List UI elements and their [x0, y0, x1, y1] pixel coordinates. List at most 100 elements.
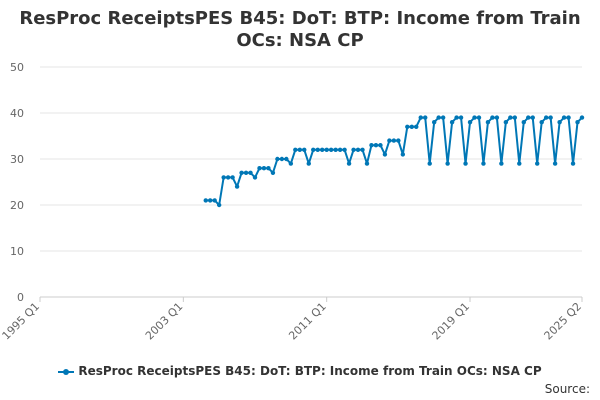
data-point — [333, 147, 338, 152]
data-point — [203, 198, 208, 203]
data-point — [275, 156, 280, 162]
data-point — [239, 170, 244, 175]
data-point — [458, 115, 464, 120]
data-point — [579, 115, 585, 120]
data-point — [382, 152, 388, 157]
data-point — [346, 161, 352, 166]
data-point — [288, 161, 294, 166]
data-point — [261, 166, 267, 171]
legend-series-label: ResProc ReceiptsPES B45: DoT: BTP: Incom… — [78, 364, 542, 378]
data-point — [208, 198, 213, 203]
data-point — [418, 115, 423, 120]
y-tick-label: 30 — [10, 153, 24, 166]
legend-series-swatch — [58, 368, 75, 375]
chart-title-line-2: OCs: NSA CP — [236, 30, 364, 51]
data-point — [517, 161, 522, 166]
y-tick-label: 10 — [10, 245, 24, 258]
data-point — [230, 175, 235, 180]
series-group — [203, 115, 585, 208]
data-point — [355, 147, 361, 152]
x-tick-label: 2025 Q2 — [542, 300, 585, 343]
y-tick-label: 20 — [10, 199, 24, 212]
data-point — [449, 120, 455, 125]
data-point — [369, 143, 374, 148]
data-point — [440, 115, 446, 120]
data-point — [297, 147, 302, 152]
data-point — [552, 161, 558, 166]
y-tick-label: 0 — [17, 291, 24, 304]
data-point — [320, 147, 325, 152]
x-axis-ticks: 1995 Q1 2003 Q1 2011 Q1 2019 Q1 2025 Q2 — [0, 297, 584, 342]
data-point — [508, 115, 513, 120]
data-point — [328, 147, 334, 152]
data-point — [311, 147, 316, 152]
data-point — [535, 161, 540, 166]
data-point — [530, 115, 535, 120]
data-point — [248, 170, 253, 175]
source-label: Source: — [544, 382, 590, 396]
data-point — [409, 124, 414, 129]
data-point — [490, 115, 495, 120]
data-point — [324, 147, 329, 152]
data-point — [494, 115, 500, 120]
data-point — [467, 120, 473, 125]
data-point — [548, 115, 553, 120]
data-point — [570, 161, 576, 166]
data-point — [566, 115, 571, 120]
data-point — [373, 143, 379, 148]
data-point — [414, 124, 419, 129]
data-point — [252, 175, 258, 180]
data-point — [481, 161, 486, 166]
data-point — [216, 202, 222, 208]
x-tick-label: 2003 Q1 — [143, 300, 186, 343]
data-point — [561, 115, 567, 120]
data-point — [423, 115, 428, 120]
chart-title-line-1: ResProc ReceiptsPES B45: DoT: BTP: Incom… — [19, 8, 581, 29]
data-point — [257, 166, 262, 171]
y-tick-label: 40 — [10, 107, 24, 120]
data-point — [575, 120, 580, 125]
data-point — [293, 147, 298, 152]
data-point — [270, 170, 276, 175]
y-tick-label: 50 — [10, 61, 24, 74]
data-point — [391, 138, 397, 143]
data-point — [364, 161, 370, 166]
data-point — [539, 120, 544, 125]
data-point — [221, 175, 226, 180]
chart-title: ResProc ReceiptsPES B45: DoT: BTP: Incom… — [0, 8, 600, 52]
data-point — [284, 156, 289, 162]
data-point — [485, 120, 491, 125]
data-point — [503, 120, 509, 125]
data-point — [476, 115, 482, 120]
x-tick-label: 1995 Q1 — [0, 300, 42, 343]
data-point — [225, 175, 231, 180]
data-point — [266, 166, 271, 171]
data-point — [396, 138, 401, 143]
data-point — [342, 147, 347, 152]
data-point — [212, 198, 217, 203]
data-point — [557, 120, 562, 125]
x-tick-label: 2011 Q1 — [286, 300, 329, 343]
data-point — [234, 184, 240, 189]
data-point — [454, 115, 459, 120]
data-point — [463, 161, 468, 166]
data-point — [243, 170, 249, 175]
data-point — [378, 143, 383, 148]
data-point — [279, 156, 285, 162]
data-point — [521, 120, 526, 125]
data-point — [306, 161, 311, 166]
data-point — [427, 161, 432, 166]
y-axis-ticks: 0 10 20 30 40 50 — [10, 61, 24, 304]
data-point — [543, 115, 549, 120]
data-point — [400, 152, 406, 157]
x-tick-label: 2019 Q1 — [430, 300, 473, 343]
series-line — [205, 116, 583, 206]
data-point — [512, 115, 518, 120]
data-point — [431, 120, 437, 125]
data-point — [360, 147, 365, 152]
data-point — [405, 124, 410, 129]
legend[interactable]: ResProc ReceiptsPES B45: DoT: BTP: Incom… — [0, 364, 600, 378]
data-point — [499, 161, 504, 166]
data-point — [351, 147, 356, 152]
